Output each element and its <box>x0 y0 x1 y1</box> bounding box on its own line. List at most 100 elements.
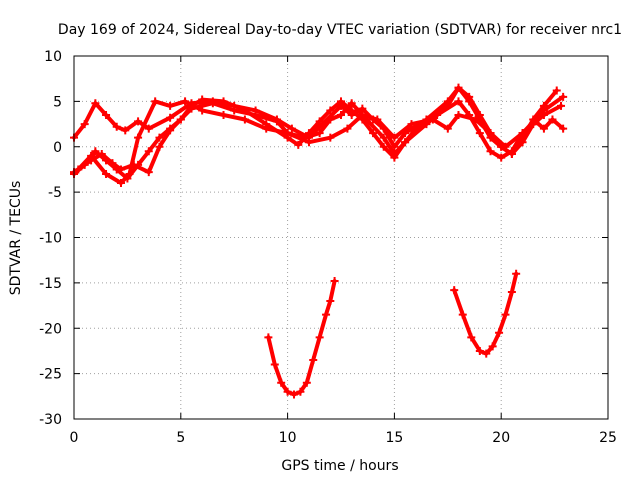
data-point <box>326 115 335 124</box>
data-point <box>322 310 331 319</box>
data-point <box>390 150 399 159</box>
data-point <box>116 165 125 174</box>
data-point <box>512 269 521 278</box>
data-point <box>467 333 476 342</box>
data-point <box>497 153 506 162</box>
data-point <box>559 124 568 133</box>
x-tick-label: 5 <box>176 430 185 446</box>
x-tick-label: 20 <box>492 430 510 446</box>
data-point <box>454 110 463 119</box>
data-point <box>343 124 352 133</box>
y-tick-label: -20 <box>39 321 62 337</box>
data-point <box>379 142 388 151</box>
data-point <box>443 101 452 110</box>
data-point <box>531 117 540 126</box>
data-point <box>198 95 207 104</box>
data-point <box>290 390 299 399</box>
chart-title: Day 169 of 2024, Sidereal Day-to-day VTE… <box>58 22 622 38</box>
data-point <box>144 147 153 156</box>
data-point <box>125 169 134 178</box>
data-point <box>518 138 527 147</box>
data-point <box>102 169 111 178</box>
data-point <box>482 349 491 358</box>
data-point <box>454 83 463 92</box>
data-point <box>219 110 228 119</box>
data-point <box>390 133 399 142</box>
grid-lines <box>74 56 608 419</box>
data-point <box>74 165 83 174</box>
data-point <box>559 92 568 101</box>
data-point <box>326 297 335 306</box>
data-point <box>144 124 153 133</box>
data-point <box>539 124 548 133</box>
data-point <box>507 150 516 159</box>
y-tick-label: 5 <box>53 94 62 110</box>
data-point <box>465 92 474 101</box>
data-point <box>108 159 117 168</box>
y-tick-label: -5 <box>48 185 62 201</box>
data-point <box>176 115 185 124</box>
data-point <box>443 124 452 133</box>
data-point <box>155 142 164 151</box>
data-point <box>151 97 160 106</box>
data-point <box>134 117 143 126</box>
y-tick-label: -30 <box>39 412 62 428</box>
y-tick-label: -25 <box>39 367 62 383</box>
data-point <box>181 97 190 106</box>
data-point <box>296 387 305 396</box>
data-point <box>486 147 495 156</box>
data-point <box>315 117 324 126</box>
data-point <box>97 150 106 159</box>
markers-arc-4 <box>74 97 568 188</box>
data-point <box>488 342 497 351</box>
data-point <box>373 115 382 124</box>
data-point <box>358 110 367 119</box>
data-point <box>401 138 410 147</box>
data-point <box>134 133 143 142</box>
y-axis-label: SDTVAR / TECUs <box>8 181 24 296</box>
data-point <box>309 356 318 365</box>
data-point <box>518 129 527 138</box>
data-point <box>501 310 510 319</box>
data-point <box>251 110 260 119</box>
data-point <box>548 115 557 124</box>
data-point <box>302 378 311 387</box>
data-point <box>379 133 388 142</box>
x-tick-label: 0 <box>70 430 79 446</box>
data-point <box>155 133 164 142</box>
y-tick-label: 0 <box>53 140 62 156</box>
y-tick-label: -10 <box>39 231 62 247</box>
data-point <box>262 124 271 133</box>
data-point <box>347 106 356 115</box>
data-point <box>264 333 273 342</box>
series-arc-5 <box>266 279 337 397</box>
data-point <box>330 277 339 286</box>
data-point <box>369 129 378 138</box>
markers-arc-6 <box>450 269 521 358</box>
data-point <box>240 115 249 124</box>
data-point <box>166 113 175 122</box>
data-point <box>287 124 296 133</box>
data-point <box>539 110 548 119</box>
data-point <box>347 99 356 108</box>
data-point <box>294 140 303 149</box>
data-point <box>208 99 217 108</box>
y-tick-label: -15 <box>39 276 62 292</box>
data-point <box>166 101 175 110</box>
data-point <box>507 287 516 296</box>
x-tick-label: 10 <box>279 430 297 446</box>
data-point <box>428 115 437 124</box>
data-point <box>91 99 100 108</box>
data-series <box>70 83 568 399</box>
data-point <box>471 115 480 124</box>
data-point <box>407 120 416 129</box>
data-point <box>283 387 292 396</box>
data-point <box>557 101 566 110</box>
data-point <box>230 106 239 115</box>
data-point <box>337 110 345 119</box>
data-point <box>87 151 96 160</box>
data-point <box>198 106 207 115</box>
data-point <box>315 129 324 138</box>
data-point <box>80 120 89 129</box>
